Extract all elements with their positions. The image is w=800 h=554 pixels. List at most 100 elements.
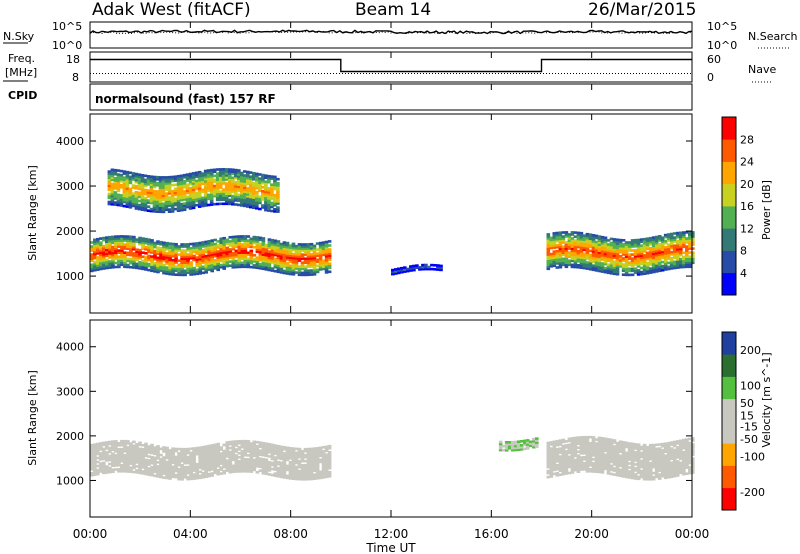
heatmap-cell (221, 180, 226, 183)
heatmap-cell (663, 264, 668, 267)
heatmap-cell (276, 254, 281, 257)
heatmap-cell (168, 244, 172, 247)
heatmap-cell (243, 194, 247, 198)
heatmap-cell (321, 470, 326, 473)
heatmap-cell (186, 271, 190, 274)
heatmap-cell (297, 453, 302, 457)
heatmap-cell (297, 473, 302, 477)
heatmap-cell (630, 466, 635, 470)
heatmap-cell (209, 183, 214, 186)
heatmap-cell (657, 447, 662, 450)
heatmap-cell (579, 236, 584, 239)
heatmap-cell (237, 468, 242, 471)
heatmap-cell (573, 454, 578, 458)
heatmap-cell (318, 448, 323, 452)
heatmap-cell (113, 195, 118, 198)
heatmap-cell (149, 183, 154, 187)
heatmap-cell (507, 445, 512, 448)
heatmap-cell (162, 269, 166, 273)
heatmap-cell (210, 462, 214, 465)
heatmap-cell (108, 250, 112, 253)
heatmap-cell (225, 463, 230, 466)
heatmap-cell (113, 187, 118, 190)
heatmap-cell (603, 256, 608, 260)
heatmap-cell (648, 259, 653, 262)
heatmap-cell (119, 177, 124, 181)
heatmap-cell (191, 186, 196, 189)
heatmap-cell (285, 464, 290, 468)
heatmap-cell (119, 196, 124, 199)
heatmap-cell (228, 186, 232, 189)
heatmap-cell (285, 458, 290, 462)
heatmap-cell (93, 461, 97, 464)
heatmap-cell (288, 473, 293, 476)
heatmap-cell (567, 439, 572, 443)
heatmap-cell (600, 250, 605, 253)
heatmap-cell (255, 180, 259, 184)
heatmap-cell (231, 168, 235, 171)
heatmap-cell (639, 254, 644, 258)
heatmap-cell (90, 249, 94, 252)
heatmap-cell (240, 191, 244, 195)
heatmap-cell (651, 443, 656, 447)
heatmap-cell (129, 450, 133, 453)
heatmap-cell (633, 475, 638, 478)
heatmap-cell (636, 477, 641, 481)
heatmap-cell (252, 462, 257, 466)
heatmap-cell (315, 270, 320, 274)
heatmap-cell (672, 256, 677, 260)
heatmap-cell (180, 245, 184, 248)
heatmap-cell (691, 447, 695, 450)
heatmap-cell (291, 258, 296, 262)
heatmap-cell (164, 208, 169, 212)
heatmap-cell (261, 451, 266, 455)
heatmap-cell (90, 451, 94, 455)
heatmap-cell (240, 441, 245, 445)
heatmap-cell (691, 251, 695, 254)
heatmap-cell (516, 446, 521, 449)
heatmap-cell (558, 467, 563, 470)
heatmap-cell (117, 235, 121, 238)
heatmap-cell (125, 179, 130, 182)
heatmap-cell (137, 183, 142, 187)
heatmap-cell (165, 468, 169, 472)
heatmap-cell (276, 182, 280, 185)
heatmap-cell (219, 255, 223, 259)
heatmap-cell (606, 452, 611, 455)
heatmap-cell (155, 198, 160, 201)
heatmap-cell (183, 257, 187, 260)
heatmap-cell (209, 201, 214, 204)
heatmap-cell (558, 259, 563, 263)
heatmap-cell (158, 186, 163, 189)
heatmap-cell (264, 257, 269, 261)
heatmap-cell (129, 470, 133, 473)
heatmap-cell (174, 465, 178, 469)
heatmap-cell (90, 245, 94, 248)
heatmap-cell (675, 464, 680, 467)
heatmap-cell (93, 254, 97, 258)
heatmap-cell (168, 459, 172, 462)
heatmap-cell (128, 203, 133, 207)
heatmap-cell (144, 256, 148, 259)
heatmap-cell (111, 235, 115, 239)
heatmap-cell (663, 462, 668, 465)
heatmap-cell (409, 267, 413, 270)
heatmap-cell (180, 243, 184, 246)
heatmap-cell (258, 443, 263, 446)
heatmap-cell (171, 248, 175, 252)
heatmap-cell (624, 473, 629, 477)
freq-label-line2: [MHz] (5, 66, 37, 79)
heatmap-cell (570, 439, 575, 442)
heatmap-cell (306, 243, 311, 246)
heatmap-cell (657, 263, 662, 266)
heatmap-cell (312, 461, 317, 464)
heatmap-cell (99, 267, 103, 271)
heatmap-cell (173, 179, 178, 182)
heatmap-cell (300, 253, 305, 256)
heatmap-cell (306, 463, 311, 467)
heatmap-cell (216, 462, 220, 466)
heatmap-cell (615, 262, 620, 266)
heatmap-cell (318, 460, 323, 464)
heatmap-cell (675, 470, 680, 473)
heatmap-cell (627, 267, 632, 271)
